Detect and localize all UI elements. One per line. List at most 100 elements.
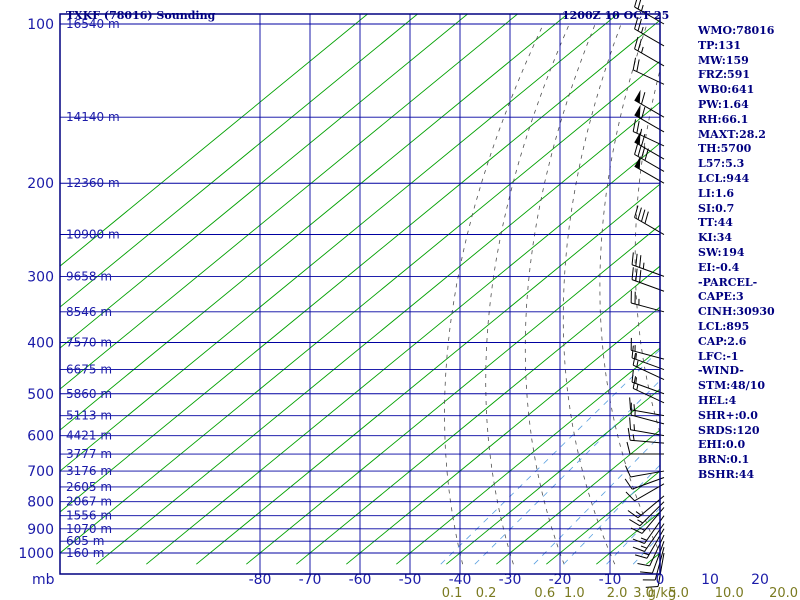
temperature-tick-label: -80 [249,572,272,588]
wind-barb-feather [627,427,631,441]
index-item: BSHR:44 [698,467,755,481]
wind-barb-feather [632,119,637,132]
wind-barb-staff [657,552,665,587]
wind-barb-staff [646,528,665,559]
pressure-axis-label: mb [32,572,55,588]
wind-barb-staff [634,6,665,25]
mixing-ratio-line [606,507,660,565]
wind-barb-staff [634,28,665,47]
wind-barb [634,205,665,235]
wind-barb [632,352,665,380]
wind-barb [630,402,665,425]
height-label: 6675 m [66,363,112,377]
wind-barb-staff [634,483,665,502]
index-item: MW:159 [698,53,749,67]
index-item: SRDS:120 [698,423,760,437]
wind-barb-feather [624,478,633,490]
wind-barb [634,142,665,172]
plot-frame [59,13,661,575]
height-label: 16540 m [66,17,120,31]
wind-barb-half-feather [635,377,637,384]
temperature-tick-label: 10 [701,572,719,588]
index-item: LI:1.6 [698,186,735,200]
wind-barb [634,528,665,559]
height-label: 2605 m [66,480,112,494]
index-item: FRZ:591 [698,68,751,82]
index-item: HEL:4 [698,393,737,407]
wind-barb-feather [631,252,634,265]
valid-time: 1200Z 10 OCT 25 [562,9,670,22]
isotherm-line [346,306,660,565]
temperature-tick-label: -10 [599,572,622,588]
index-item: PW:1.64 [698,97,749,111]
mixing-ratio-label: 10.0 [715,586,744,600]
wind-barb-staff [631,279,665,292]
mixing-ratio-label: 1.0 [564,586,585,600]
temperature-tick-label: -70 [299,572,322,588]
mixing-ratio-label: 2.0 [607,586,628,600]
mixing-ratio-label: 5.0 [668,586,689,600]
wind-barb-feather [627,510,639,519]
height-label: 605 m [66,534,104,548]
height-label: 10900 m [66,228,120,242]
index-item: LCL:895 [698,319,750,333]
index-item: CAP:2.6 [698,334,747,348]
wind-barb-staff [634,165,665,184]
isotherm-line [60,14,619,472]
index-item: L57:5.3 [698,157,745,171]
wind-barb-feather [640,571,653,574]
wind-barb-feather [635,268,638,282]
height-label: 160 m [66,546,104,560]
wind-barb-feather [637,144,642,157]
mixing-ratio-line [474,380,660,565]
height-label: 3777 m [66,447,112,461]
wind-barb-feather [634,36,639,50]
wind-barb-staff [651,541,665,574]
pressure-tick-label: 700 [27,464,54,480]
pressure-tick-label: 1000 [18,546,54,562]
dry-adiabat-line [599,23,660,554]
height-label: 5860 m [66,387,112,401]
wind-barb-half-feather [636,360,639,367]
mixing-ratio-label: 20.0 [769,586,798,600]
temperature-tick-label: 0 [656,572,665,588]
mixing-ratio-label: 0.2 [476,586,497,600]
height-label: 7570 m [66,335,112,349]
wind-barb-feather [637,207,642,220]
mixing-ratio-line [774,342,800,564]
wind-barb [631,345,665,371]
wind-barb-feather [636,120,640,134]
wind-barb [634,16,665,47]
temperature-tick-label: -60 [349,572,372,588]
wind-barb [626,441,664,455]
wind-barb-feather [625,491,635,502]
isotherm-line [796,0,800,564]
wind-barb-feather [639,269,642,283]
wind-barb-feather [632,376,637,389]
wind-barb-staff [644,515,665,544]
wind-barb-staff [631,477,665,490]
wind-barb [625,483,665,502]
wind-barb-feather [630,527,643,534]
mixing-ratio-label: 3.0 [633,586,654,600]
height-label: 1556 m [66,509,112,523]
wind-barb-half-feather [641,46,644,54]
wind-barb [634,89,665,118]
height-label: 8546 m [66,305,112,319]
height-label: 2067 m [66,495,112,509]
isotherm-line [60,60,660,554]
index-item: RH:66.1 [698,112,749,126]
wind-barb-staff [632,69,665,85]
mixing-ratio-unit: g/kg [648,586,676,600]
wind-barb-feather [634,205,639,218]
wind-barb-staff [632,387,665,404]
index-item: BRN:0.1 [698,453,750,467]
wind-barb [624,477,665,490]
wind-barb-feather [641,209,646,222]
wind-barb-feather [641,92,646,105]
index-item: SW:194 [698,245,745,259]
wind-barb [645,552,665,588]
pressure-tick-label: 200 [27,176,54,192]
station-title: TXKF (78016) Sounding [66,9,216,22]
temperature-tick-label: -50 [399,572,422,588]
